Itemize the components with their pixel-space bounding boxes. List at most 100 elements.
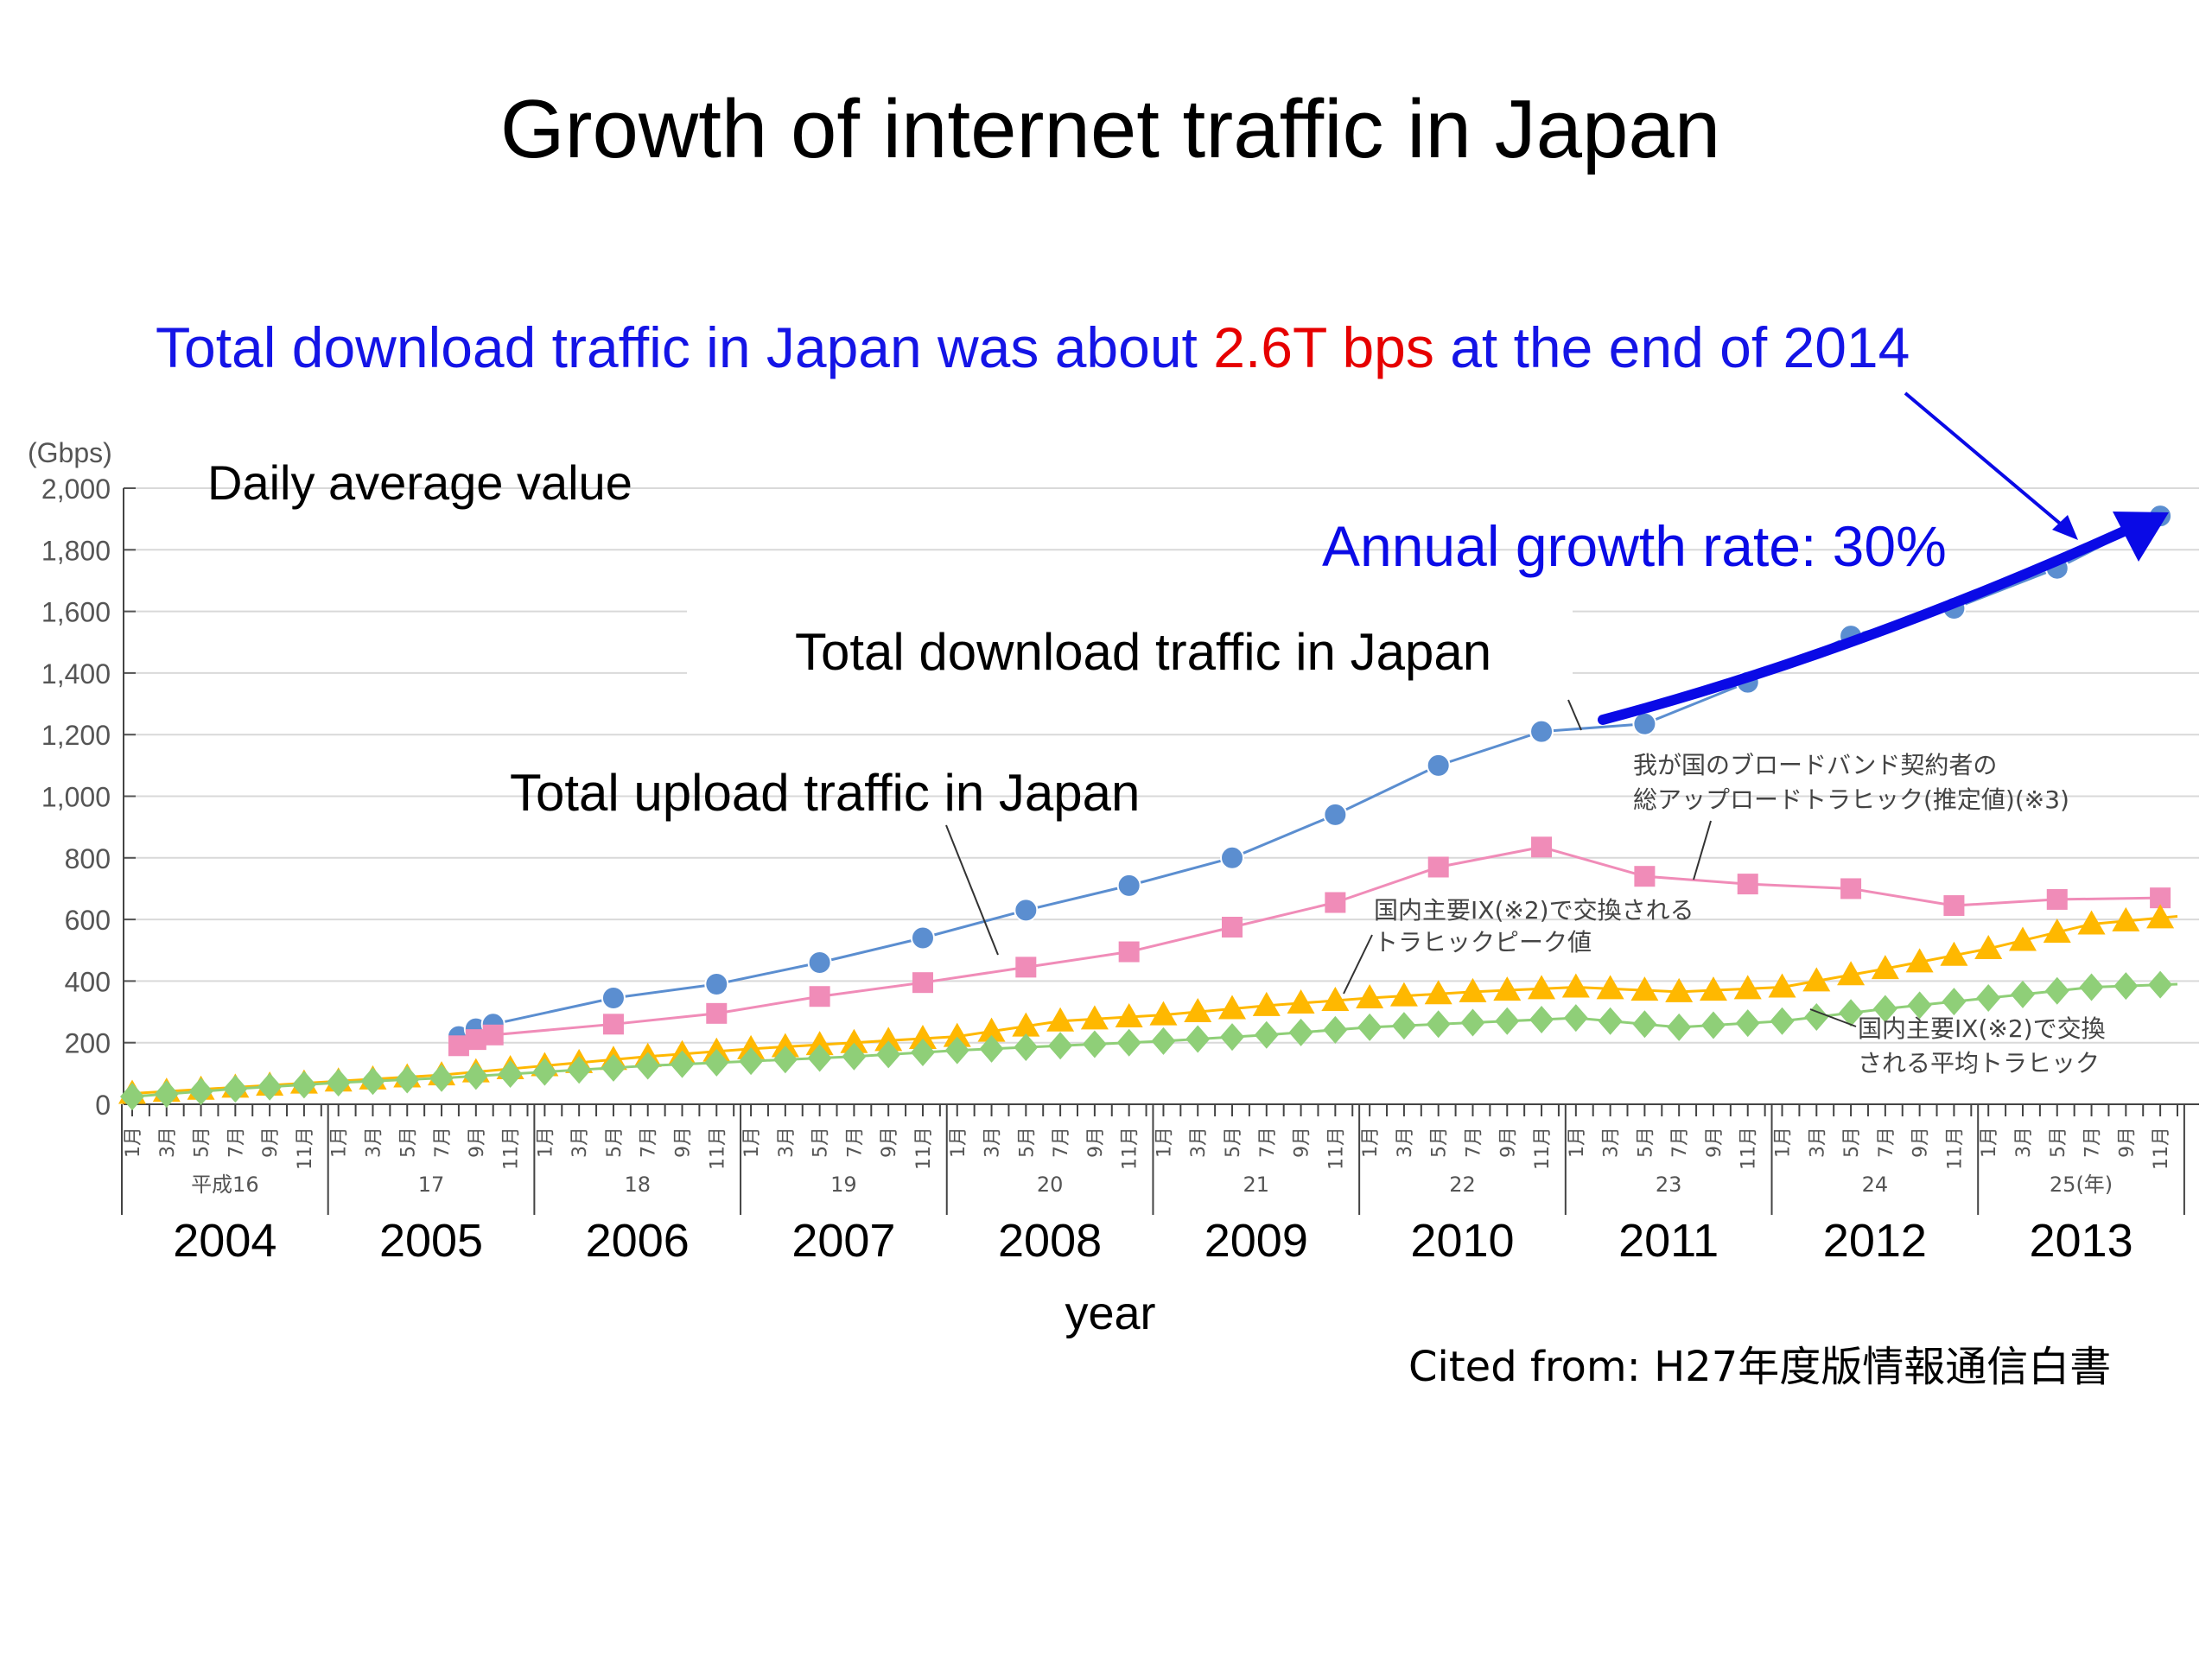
ix-avg-point xyxy=(979,1034,1004,1063)
ix-avg-point xyxy=(1529,1005,1554,1033)
ix-peak-point xyxy=(977,1017,1006,1042)
x-month-label: 5月 xyxy=(2048,1127,2069,1158)
ix-avg-leader-line xyxy=(1809,1008,1857,1027)
x-month-label: 9月 xyxy=(467,1127,488,1158)
ix-avg-point xyxy=(532,1058,557,1086)
ix-avg-point xyxy=(1048,1032,1073,1060)
ix-avg-point xyxy=(360,1067,385,1096)
x-month-label: 7月 xyxy=(432,1127,454,1158)
x-axis-label: year xyxy=(1065,1287,1155,1339)
x-year-label: 2011 xyxy=(1618,1215,1719,1267)
x-month-label: 5月 xyxy=(1841,1127,1863,1158)
upload-point xyxy=(1015,957,1037,978)
ix-peak-point xyxy=(1080,1005,1109,1030)
x-month-label: 11月 xyxy=(295,1127,316,1170)
x-month-label: 11月 xyxy=(1120,1127,1141,1170)
ix-avg-point xyxy=(1391,1012,1416,1040)
upload-point xyxy=(1531,836,1553,858)
upload-point xyxy=(1325,892,1346,913)
ix-avg-point xyxy=(1014,1033,1039,1062)
x-month-label: 9月 xyxy=(879,1127,900,1158)
download-point xyxy=(1116,873,1141,898)
upload-point xyxy=(1840,878,1862,899)
x-month-label: 1月 xyxy=(329,1127,351,1158)
y-tick-label: 1,600 xyxy=(41,597,111,628)
ix-avg-point xyxy=(635,1052,660,1080)
x-month-label: 5月 xyxy=(397,1127,419,1158)
ix-peak-point xyxy=(2112,906,2140,931)
ix-peak-point xyxy=(1424,980,1452,1005)
x-era-label: 19 xyxy=(830,1173,857,1197)
x-month-label: 1月 xyxy=(948,1127,969,1158)
x-month-label: 1月 xyxy=(1360,1127,1382,1158)
ix-avg-point xyxy=(1151,1027,1176,1055)
upload-point xyxy=(1118,941,1140,963)
ix-peak-point xyxy=(1699,976,1727,1001)
headline-part: Total download traffic in Japan was abou… xyxy=(156,315,1213,379)
x-month-label: 7月 xyxy=(1876,1127,1897,1158)
y-tick-label: 200 xyxy=(65,1028,111,1059)
x-month-label: 3月 xyxy=(1188,1127,1210,1158)
ix-avg-point xyxy=(498,1059,523,1088)
x-month-label: 11月 xyxy=(1325,1127,1347,1170)
upload-point xyxy=(1737,874,1758,895)
ix-avg-point xyxy=(2044,976,2069,1005)
growth-arrow-head xyxy=(2113,512,2169,562)
ix-avg-point xyxy=(567,1056,592,1084)
x-month-label: 11月 xyxy=(2151,1127,2172,1170)
ix-avg-point xyxy=(670,1050,695,1078)
download-point xyxy=(601,986,626,1011)
y-tick-label: 2,000 xyxy=(41,474,111,505)
x-month-label: 3月 xyxy=(363,1127,385,1158)
x-month-label: 1月 xyxy=(123,1127,144,1158)
ix-peak-point xyxy=(737,1034,766,1059)
x-year-label: 2005 xyxy=(379,1215,483,1267)
ix-avg-point xyxy=(1735,1009,1760,1038)
headline-part: at the end of 2014 xyxy=(1434,315,1910,379)
annotation-backdrop xyxy=(687,605,1573,678)
ix-avg-point xyxy=(1700,1011,1726,1039)
download-point xyxy=(1426,753,1451,778)
upload-point xyxy=(2046,888,2068,910)
upload-point xyxy=(1943,895,1965,917)
x-era-label: 22 xyxy=(1449,1173,1476,1197)
ix-avg-point xyxy=(1323,1015,1348,1044)
ix-peak-point xyxy=(1149,1001,1178,1026)
ix-peak-point xyxy=(2146,904,2175,929)
x-era-label: 24 xyxy=(1862,1173,1889,1197)
ix-peak-point xyxy=(1184,998,1212,1023)
ix-avg-point xyxy=(739,1047,764,1076)
ix-avg-point xyxy=(188,1077,213,1106)
ix-avg-point xyxy=(223,1075,248,1103)
x-month-label: 7月 xyxy=(844,1127,866,1158)
upload-annotation: Total upload traffic in Japan xyxy=(510,764,1140,822)
text-layer: Growth of internet traffic in Japan Total… xyxy=(156,83,2169,1391)
ix-peak-point xyxy=(1561,973,1590,998)
ix-peak-point xyxy=(1012,1012,1040,1037)
ix-peak-note-1: 国内主要IX(※2)で交換される xyxy=(1374,896,1694,925)
x-month-label: 11月 xyxy=(1944,1127,1966,1170)
upload-point xyxy=(809,986,830,1007)
ix-peak-point xyxy=(2077,910,2106,935)
x-month-label: 7月 xyxy=(1051,1127,1072,1158)
ix-peak-point xyxy=(1940,941,1968,966)
download-point xyxy=(910,925,935,950)
ix-peak-point xyxy=(1871,955,1899,980)
broadband-note-2: 総アップロードトラヒック(推定値)(※3) xyxy=(1633,785,2069,814)
ix-avg-point xyxy=(1288,1018,1313,1046)
download-point xyxy=(704,971,729,996)
x-year-label: 2013 xyxy=(2029,1215,2133,1267)
x-month-label: 1月 xyxy=(1979,1127,2000,1158)
ix-avg-point xyxy=(1116,1028,1141,1057)
x-month-label: 9月 xyxy=(1704,1127,1726,1158)
x-month-label: 9月 xyxy=(1085,1127,1107,1158)
download-point xyxy=(1529,719,1554,744)
ix-avg-point xyxy=(2079,973,2104,1001)
download-leader-line xyxy=(1567,699,1582,731)
ix-avg-point xyxy=(1426,1010,1451,1039)
ix-avg-point xyxy=(291,1071,316,1099)
x-month-label: 5月 xyxy=(1429,1127,1451,1158)
ix-avg-note-2: される平均トラヒック xyxy=(1858,1049,2100,1077)
x-month-label: 1月 xyxy=(1567,1127,1588,1158)
